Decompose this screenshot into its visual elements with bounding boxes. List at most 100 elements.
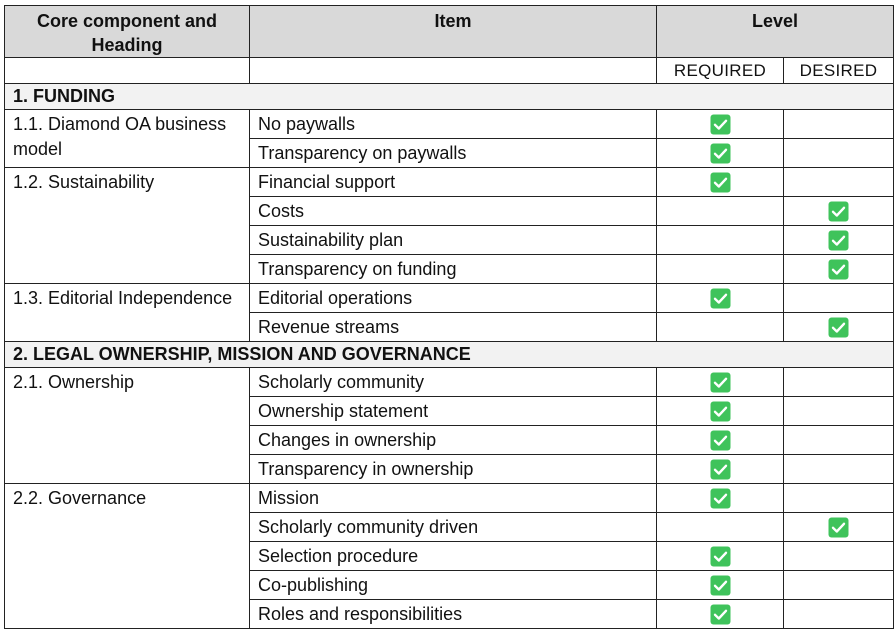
item-row: Transparency on funding xyxy=(5,254,894,284)
item-name: Transparency in ownership xyxy=(249,454,657,484)
level-cell xyxy=(656,367,784,397)
level-cell xyxy=(656,541,784,571)
item-row: 1.1. Diamond OA business model No paywall… xyxy=(4,109,894,168)
level-cell xyxy=(783,283,894,313)
check-icon xyxy=(710,546,730,566)
level-cell xyxy=(783,167,894,197)
section-row: 1. FUNDING xyxy=(4,83,894,110)
group-title: 2.1. Ownership xyxy=(4,367,250,484)
item-row: Selection procedure xyxy=(5,541,894,571)
header-cell: Core component and Heading xyxy=(4,5,250,58)
level-cell xyxy=(656,196,784,226)
item-name: Ownership statement xyxy=(249,396,657,426)
level-cell xyxy=(656,454,784,484)
item-row: Sustainability plan xyxy=(5,225,894,255)
item-row: Changes in ownership xyxy=(5,425,894,455)
level-cell xyxy=(656,109,784,139)
check-icon xyxy=(710,604,730,624)
criteria-table: Core component and Heading Item Level REQUI… xyxy=(4,5,894,629)
item-name: Selection procedure xyxy=(249,541,657,571)
level-cell xyxy=(656,512,784,542)
item-name: Transparency on funding xyxy=(249,254,657,284)
level-cell xyxy=(656,425,784,455)
item-row: Transparency in ownership xyxy=(5,454,894,484)
level-cell xyxy=(783,570,894,600)
check-icon xyxy=(828,517,849,537)
item-name: Editorial operations xyxy=(249,283,657,313)
item-name: Revenue streams xyxy=(249,312,657,342)
level-cell xyxy=(783,483,894,513)
level-label: REQUIRED xyxy=(656,57,784,84)
level-cell xyxy=(656,312,784,342)
level-cell xyxy=(783,254,894,284)
level-cell xyxy=(656,167,784,197)
level-cell xyxy=(656,138,784,168)
check-icon xyxy=(710,430,730,450)
item-name: Financial support xyxy=(249,167,657,197)
check-icon xyxy=(710,488,730,508)
level-cell xyxy=(783,109,894,139)
check-icon xyxy=(710,372,730,392)
item-name: No paywalls xyxy=(249,109,657,139)
check-icon xyxy=(828,201,849,221)
check-icon xyxy=(710,288,730,308)
level-cell xyxy=(783,599,894,629)
section-title: 1. FUNDING xyxy=(4,83,894,110)
level-cell xyxy=(783,425,894,455)
check-icon xyxy=(828,317,849,337)
level-cell xyxy=(783,138,894,168)
subheader-row: REQUIRED DESIRED xyxy=(4,57,894,84)
level-cell xyxy=(783,312,894,342)
level-cell xyxy=(783,225,894,255)
check-icon xyxy=(710,172,730,192)
level-cell xyxy=(656,483,784,513)
empty-cell xyxy=(4,57,250,84)
item-name: Transparency on paywalls xyxy=(249,138,657,168)
group-title: 2.2. Governance xyxy=(4,483,250,629)
item-name: Sustainability plan xyxy=(249,225,657,255)
level-cell xyxy=(656,225,784,255)
level-cell xyxy=(783,196,894,226)
level-cell xyxy=(783,512,894,542)
section-title: 2. LEGAL OWNERSHIP, MISSION AND GOVERNAN… xyxy=(4,341,894,368)
item-name: Scholarly community xyxy=(249,367,657,397)
level-cell xyxy=(783,396,894,426)
item-name: Scholarly community driven xyxy=(249,512,657,542)
level-cell xyxy=(656,570,784,600)
level-cell xyxy=(783,367,894,397)
level-cell xyxy=(783,454,894,484)
check-icon xyxy=(710,459,730,479)
section-row: 2. LEGAL OWNERSHIP, MISSION AND GOVERNAN… xyxy=(4,341,894,368)
item-name: Mission xyxy=(249,483,657,513)
header-cell: Item xyxy=(249,5,657,58)
item-name: Changes in ownership xyxy=(249,425,657,455)
level-cell xyxy=(656,283,784,313)
item-name: Costs xyxy=(249,196,657,226)
check-icon xyxy=(710,143,730,163)
item-row: 2.2. Governance Mission xyxy=(4,483,894,629)
level-cell xyxy=(656,599,784,629)
check-icon xyxy=(710,575,730,595)
item-name: Roles and responsibilities xyxy=(249,599,657,629)
item-row: 1.3. Editorial Independence Editorial ope… xyxy=(4,283,894,342)
level-label: DESIRED xyxy=(783,57,894,84)
table-body: Core component and Heading Item Level REQUI… xyxy=(4,5,894,629)
item-row: 2.1. Ownership Scholarly community xyxy=(4,367,894,484)
item-row: 1.2. Sustainability Financial support xyxy=(4,167,894,284)
header-cell: Level xyxy=(656,5,894,58)
item-row: Costs xyxy=(5,196,894,226)
check-icon xyxy=(710,401,730,421)
check-icon xyxy=(828,230,849,250)
level-cell xyxy=(656,396,784,426)
level-cell xyxy=(783,541,894,571)
group-title: 1.2. Sustainability xyxy=(4,167,250,284)
group-title: 1.1. Diamond OA business model xyxy=(4,109,250,168)
item-row: Scholarly community driven xyxy=(5,512,894,542)
group-title: 1.3. Editorial Independence xyxy=(4,283,250,342)
header-row: Core component and Heading Item Level xyxy=(4,5,894,58)
item-name: Co-publishing xyxy=(249,570,657,600)
empty-cell xyxy=(249,57,657,84)
level-cell xyxy=(656,254,784,284)
check-icon xyxy=(828,259,849,279)
